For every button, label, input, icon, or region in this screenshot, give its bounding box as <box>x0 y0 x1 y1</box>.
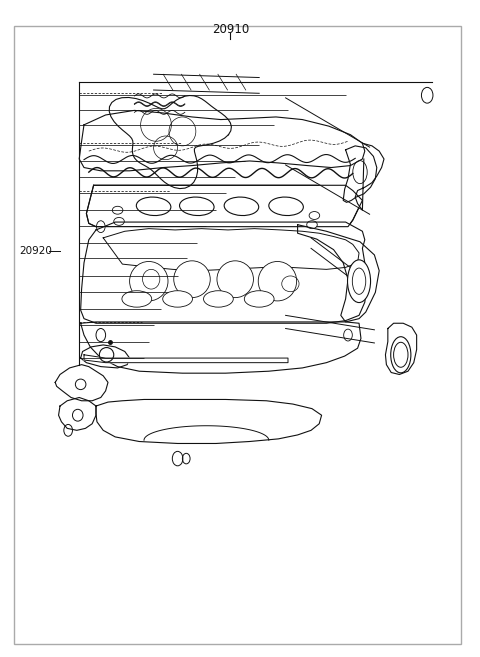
Polygon shape <box>81 222 367 323</box>
Ellipse shape <box>112 206 123 214</box>
Ellipse shape <box>348 260 371 303</box>
Text: 20910: 20910 <box>212 23 249 36</box>
Ellipse shape <box>130 261 168 301</box>
Ellipse shape <box>136 197 171 215</box>
Ellipse shape <box>258 261 297 301</box>
Ellipse shape <box>180 197 214 215</box>
Polygon shape <box>55 365 108 401</box>
Polygon shape <box>96 399 322 443</box>
Polygon shape <box>81 322 361 373</box>
Polygon shape <box>59 397 96 430</box>
Ellipse shape <box>309 212 320 219</box>
Polygon shape <box>385 323 417 374</box>
Polygon shape <box>81 345 130 368</box>
Ellipse shape <box>217 261 253 298</box>
Ellipse shape <box>204 290 233 307</box>
Ellipse shape <box>163 290 192 307</box>
Ellipse shape <box>269 197 303 215</box>
Ellipse shape <box>244 290 274 307</box>
Ellipse shape <box>174 261 210 298</box>
Ellipse shape <box>122 290 152 307</box>
Polygon shape <box>84 355 288 363</box>
Ellipse shape <box>224 197 259 215</box>
Polygon shape <box>343 146 377 202</box>
Text: 20920: 20920 <box>19 246 52 256</box>
Polygon shape <box>86 185 362 227</box>
Ellipse shape <box>307 221 317 229</box>
Ellipse shape <box>114 217 124 225</box>
Polygon shape <box>298 225 379 322</box>
